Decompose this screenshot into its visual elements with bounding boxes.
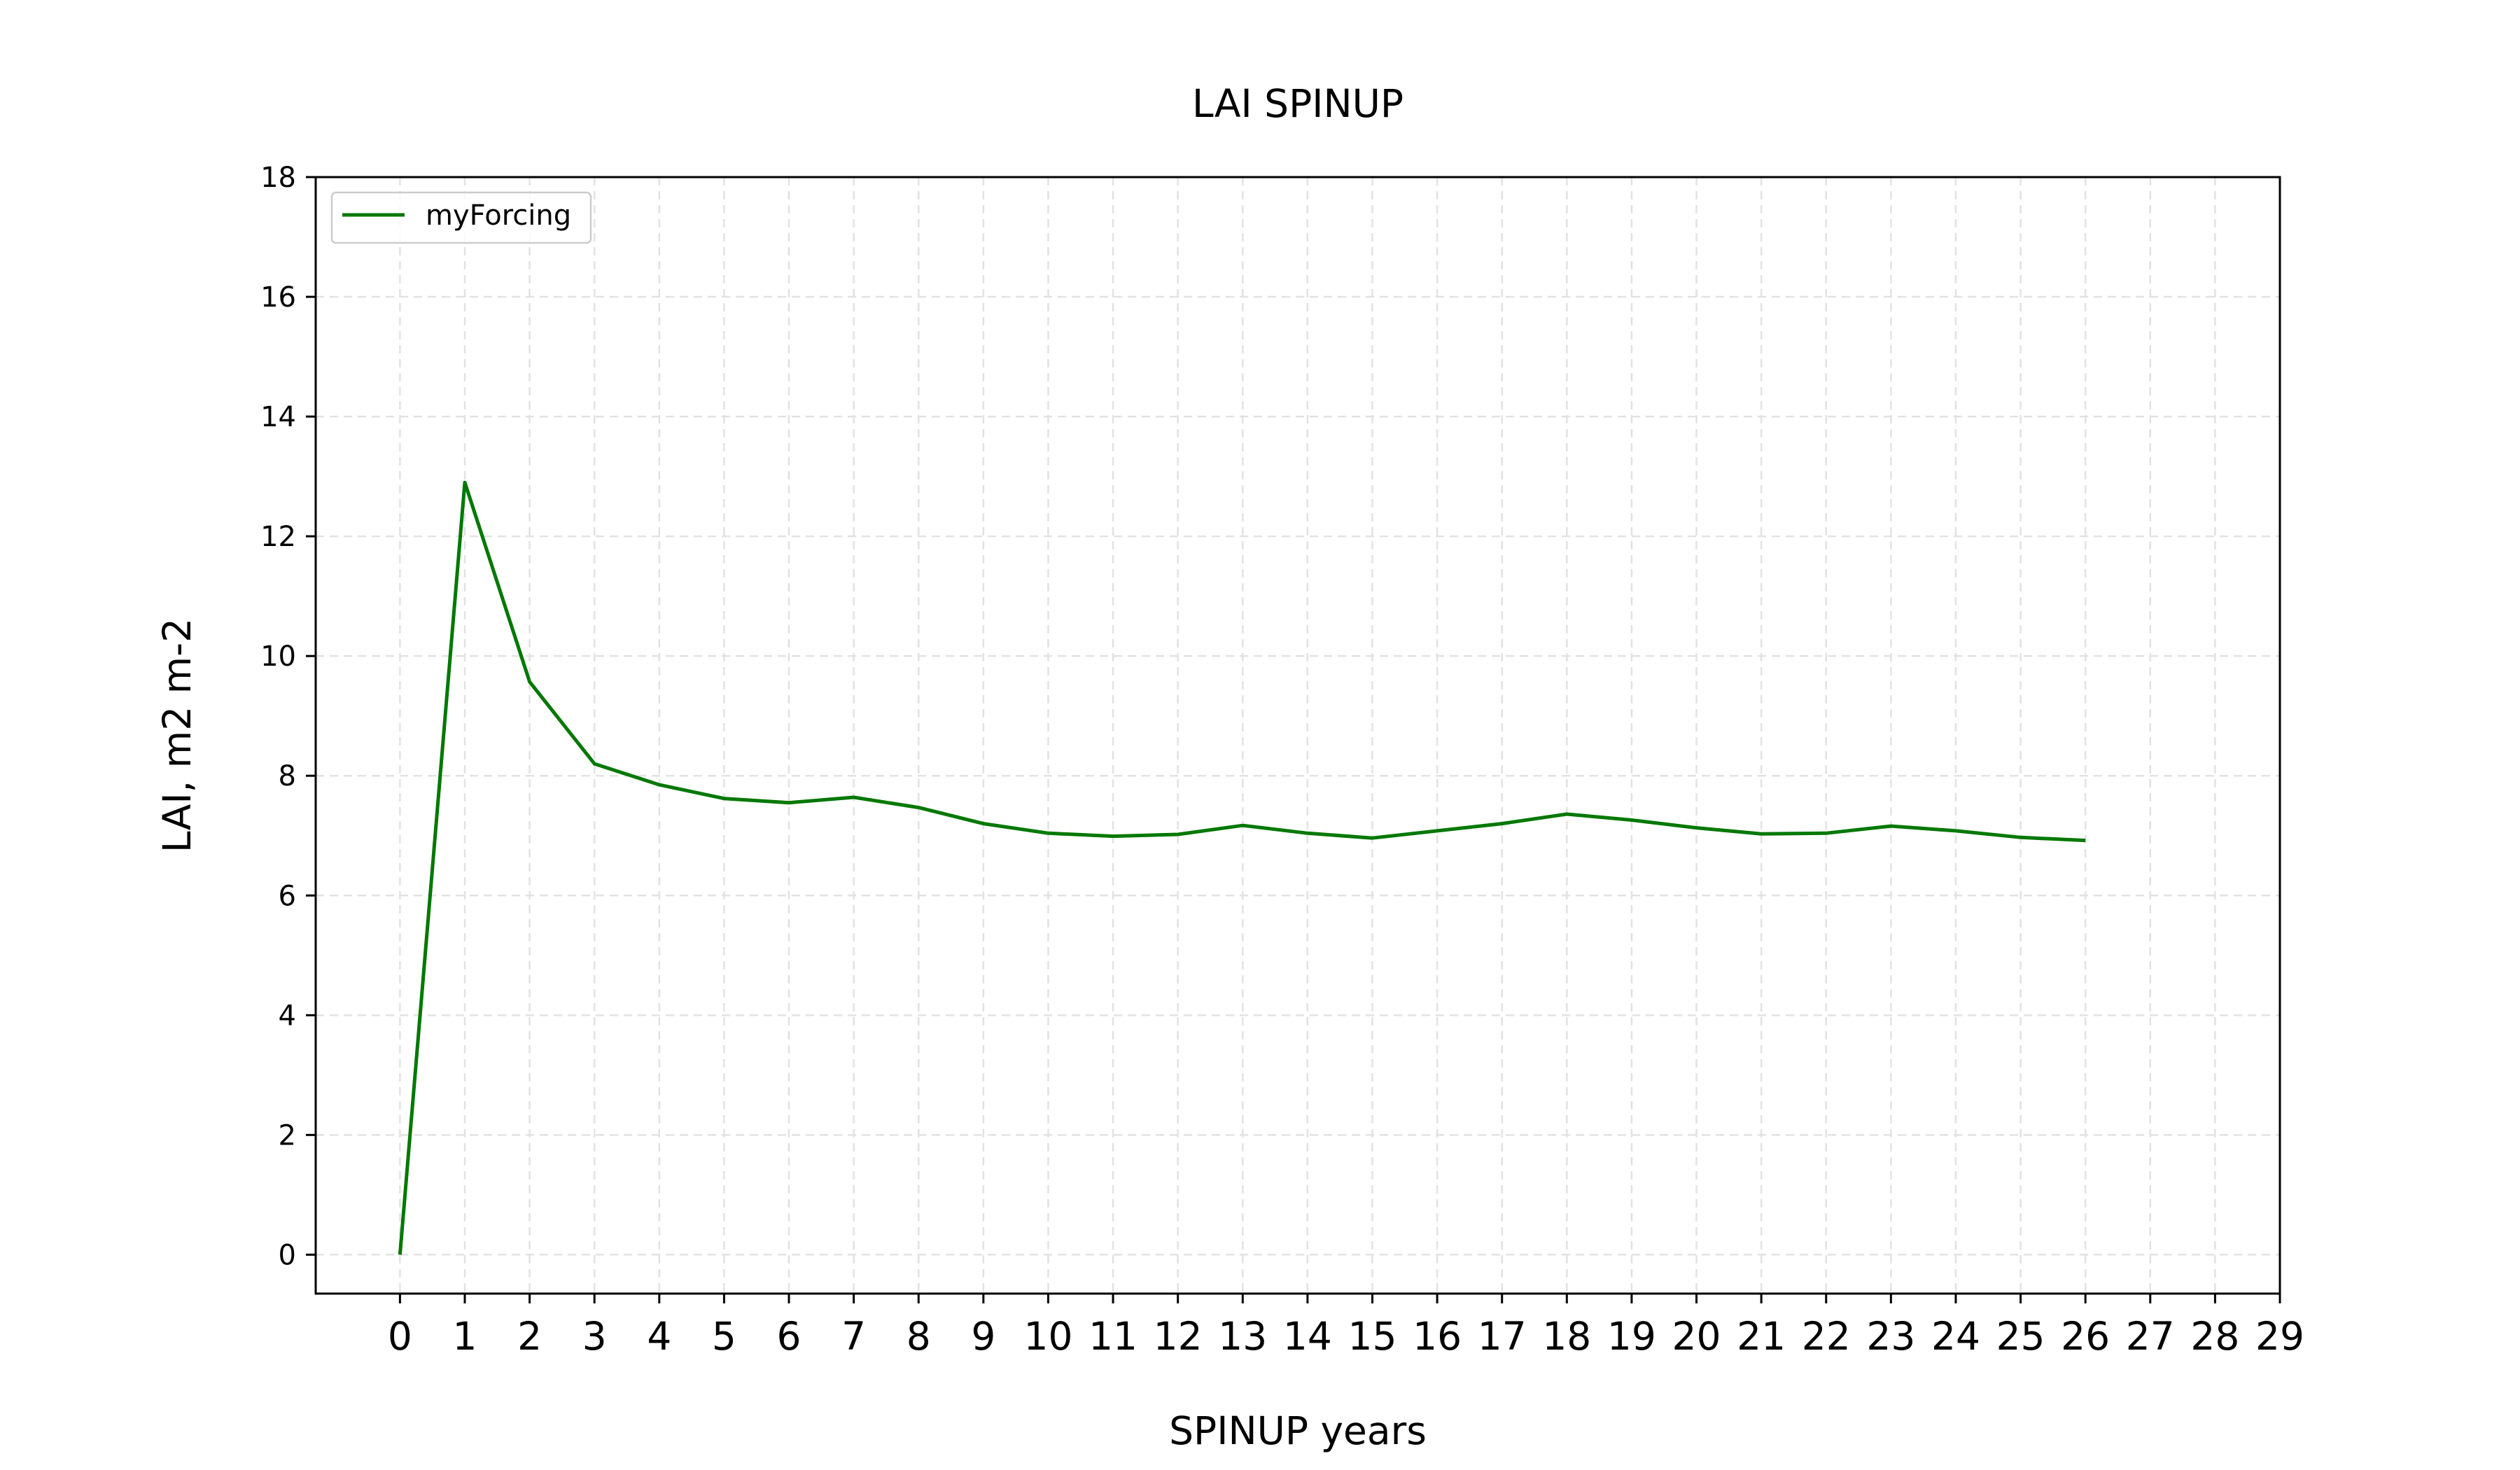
x-tick-label: 28 [2190, 1314, 2239, 1359]
x-tick-label: 15 [1348, 1314, 1396, 1359]
y-tick-label: 2 [279, 1119, 296, 1152]
x-tick-label: 29 [2255, 1314, 2304, 1359]
x-tick-label: 14 [1283, 1314, 1332, 1359]
series-line-myforcing [398, 480, 2086, 1255]
x-tick-label: 8 [906, 1314, 931, 1359]
x-tick-label: 26 [2061, 1314, 2110, 1359]
y-axis-title: LAI, m2 m-2 [155, 618, 200, 853]
y-tick-label: 14 [260, 401, 296, 433]
legend-label-myforcing: myForcing [426, 200, 571, 232]
y-tick-label: 8 [279, 760, 296, 792]
x-tick-label: 4 [647, 1314, 671, 1359]
axis-ticks: 0 1 2 3 4 5 6 7 8 9 10 11 12 13 14 15 16 17 18 19 20 21 22 23 24… [260, 162, 2304, 1359]
x-tick-label: 12 [1154, 1314, 1203, 1359]
legend-box [330, 191, 592, 244]
x-tick-label: 18 [1542, 1314, 1591, 1359]
y-tick-label: 10 [260, 640, 296, 673]
plot-frame [314, 176, 2281, 1295]
chart-title: LAI SPINUP [1192, 81, 1404, 126]
x-tick-label: 5 [712, 1314, 736, 1359]
x-tick-label: 21 [1737, 1314, 1786, 1359]
y-tick-label: 0 [279, 1239, 296, 1271]
series-layer [398, 480, 2086, 1255]
x-tick-label: 3 [582, 1314, 607, 1359]
y-tick-label: 6 [279, 880, 296, 912]
x-tick-label: 25 [1996, 1314, 2045, 1359]
x-tick-label: 11 [1088, 1314, 1138, 1359]
x-tick-label: 13 [1218, 1314, 1267, 1359]
x-tick-label: 10 [1023, 1314, 1072, 1359]
grid [316, 176, 2281, 1294]
x-tick-label: 23 [1866, 1314, 1915, 1359]
x-tick-label: 27 [2126, 1314, 2175, 1359]
x-tick-label: 20 [1672, 1314, 1721, 1359]
x-tick-label: 0 [388, 1314, 412, 1359]
x-tick-label: 16 [1413, 1314, 1462, 1359]
x-tick-label: 24 [1931, 1314, 1980, 1359]
x-tick-label: 22 [1802, 1314, 1851, 1359]
y-tick-label: 12 [260, 521, 296, 553]
x-tick-label: 7 [841, 1314, 866, 1359]
x-tick-label: 17 [1478, 1314, 1527, 1359]
x-tick-label: 6 [777, 1314, 802, 1359]
x-tick-label: 19 [1607, 1314, 1656, 1359]
x-tick-label: 9 [971, 1314, 995, 1359]
y-tick-label: 4 [279, 1000, 296, 1032]
x-axis-title: SPINUP years [1169, 1408, 1427, 1453]
legend: myForcing [330, 191, 592, 244]
x-tick-label: 1 [452, 1314, 477, 1359]
y-tick-label: 18 [260, 162, 296, 194]
y-tick-label: 16 [260, 281, 296, 314]
x-tick-label: 2 [517, 1314, 542, 1359]
